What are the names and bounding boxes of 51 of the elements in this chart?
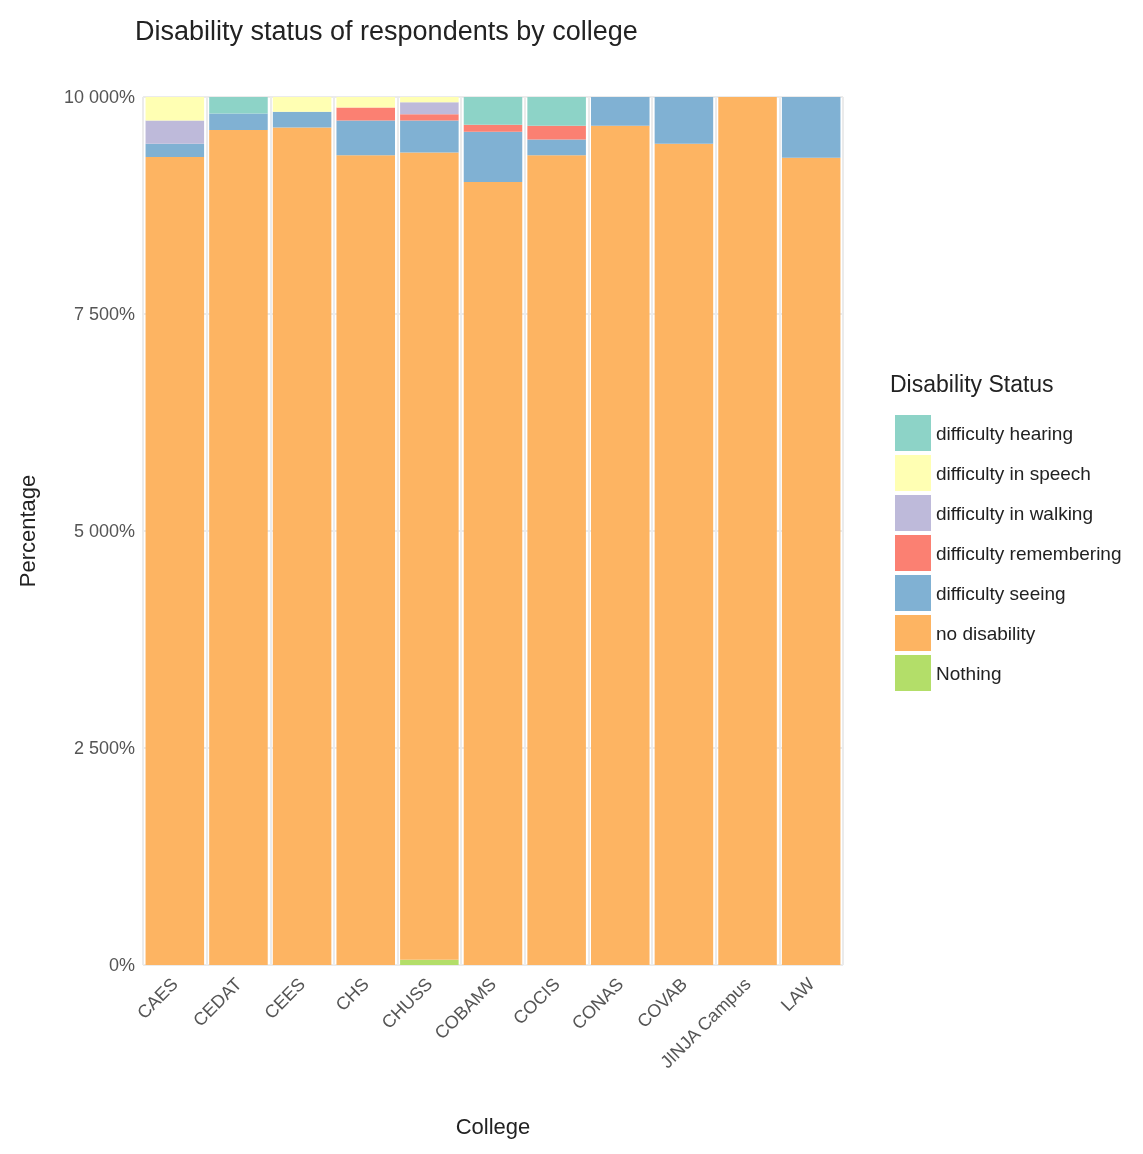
y-axis-title: Percentage [14,474,40,588]
y-tick-label: 7 500% [73,304,135,324]
y-tick-label: 2 500% [73,738,135,758]
legend-label: Nothing [936,662,1002,684]
bar [145,143,205,157]
legend-title: Disability Status [890,370,1054,397]
bar [400,97,459,103]
bar [272,97,332,112]
legend-label: difficulty in speech [936,462,1091,484]
bar [400,120,459,153]
bar [654,97,714,144]
x-axis-title: College [455,1113,531,1139]
bar [463,131,523,183]
bar [400,152,459,960]
bar [209,113,268,130]
bar [209,129,268,965]
bar [336,97,395,108]
bar [209,97,268,114]
bar [272,111,332,128]
bar [145,156,205,965]
bar [463,124,523,132]
bar [527,155,586,965]
legend-label: difficulty hearing [936,422,1073,444]
bar [400,102,459,115]
bar [336,107,395,121]
legend-label: difficulty seeing [936,582,1066,604]
bar [145,120,205,144]
bar [272,127,332,965]
bar [145,97,205,121]
bar [527,125,586,140]
chart-title: Disability status of respondents by college [135,15,638,46]
bar [527,139,586,156]
bar [400,114,459,121]
bar [718,97,777,965]
bar [463,182,523,965]
bar [463,97,523,125]
bar [781,157,841,965]
legend-label: no disability [936,622,1036,644]
bar [336,120,395,156]
legend-label: difficulty remembering [936,542,1122,564]
bar [336,155,395,965]
bar [400,959,459,965]
y-tick-label: 10 000% [63,87,135,107]
bar [654,143,714,965]
bar [527,97,586,126]
y-tick-label: 0% [108,955,135,975]
legend-label: difficulty in walking [936,502,1094,524]
bar [591,97,650,126]
bar [591,125,650,965]
bar [781,97,841,158]
y-tick-label: 5 000% [73,521,135,541]
